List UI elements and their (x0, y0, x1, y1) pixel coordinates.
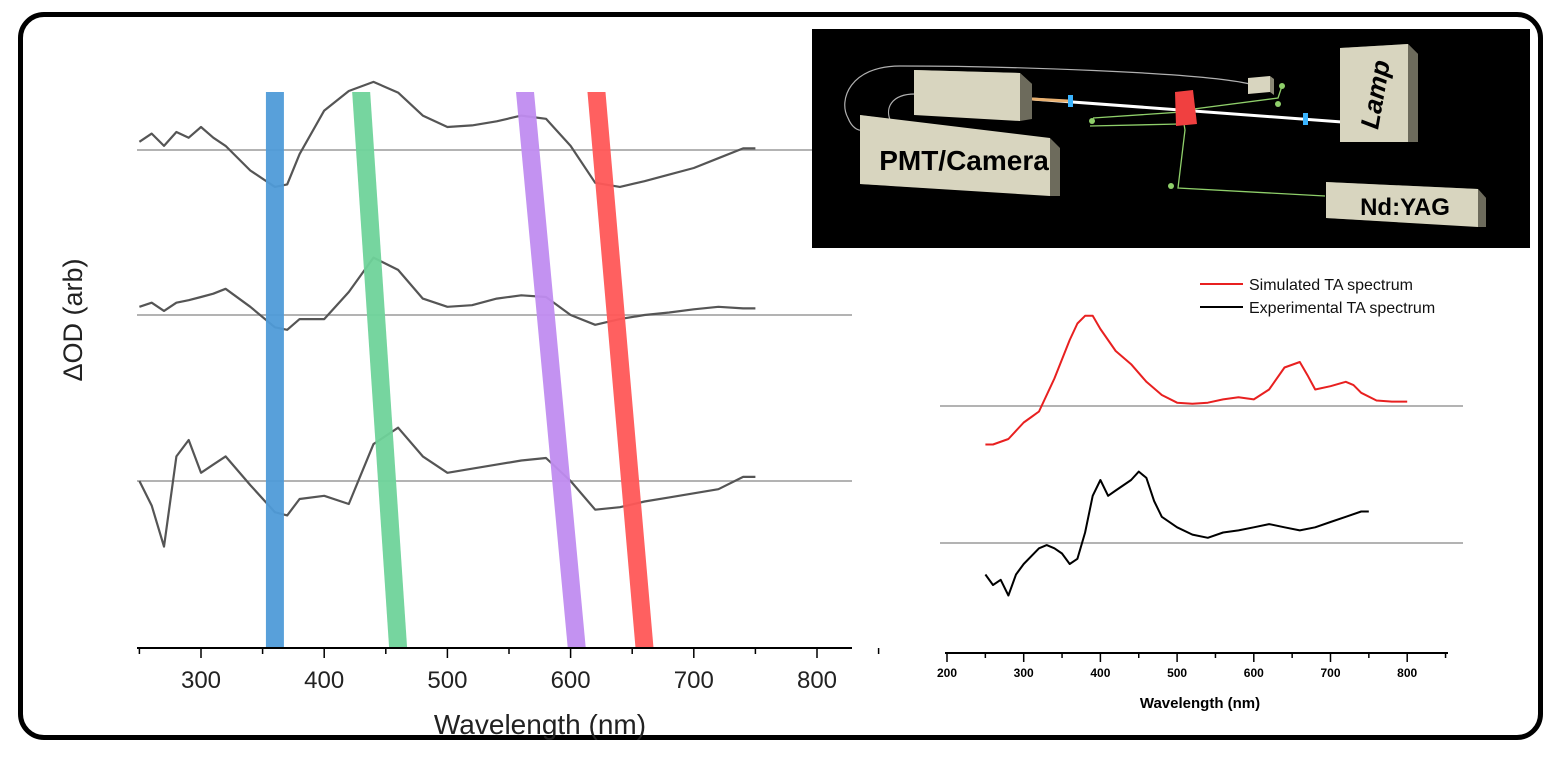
band-green-band (352, 92, 408, 648)
sample-cuvette (1175, 90, 1197, 126)
laser-path-2 (1089, 123, 1181, 127)
right-xlabel: Wavelength (nm) (1140, 695, 1260, 712)
left-trace-1 (138, 80, 756, 188)
fiber-cable (844, 65, 1251, 131)
right-tick-label-500: 500 (1167, 666, 1187, 680)
mirror-4 (1168, 183, 1174, 189)
exp-trace (984, 470, 1369, 597)
band-blue-band (265, 92, 284, 648)
left-tick-label-800: 800 (797, 667, 837, 694)
left-bands (265, 92, 654, 648)
probe-beam-entry (1031, 97, 1069, 103)
right-tick-label-400: 400 (1090, 666, 1110, 680)
lamp-box (1340, 44, 1408, 142)
left-tick-label-400: 400 (304, 667, 344, 694)
right-tick-label-200: 200 (937, 666, 957, 680)
left-trace-3 (138, 426, 756, 548)
mirror-1 (1279, 83, 1285, 89)
left-ylabel: ΔOD (arb) (58, 258, 88, 381)
filter-marker-2 (1303, 113, 1308, 125)
right-chart: 200 300 400 500 600 700 800 Wavelength (nm) Si… (937, 277, 1463, 712)
right-tick-label-600: 600 (1244, 666, 1264, 680)
left-x-ticks: 300 400 500 600 700 800 (138, 648, 880, 694)
right-tick-label-700: 700 (1320, 666, 1340, 680)
right-traces (984, 314, 1408, 597)
pmt-camera-box (860, 115, 1050, 196)
filter-marker-1 (1068, 95, 1073, 107)
legend: Simulated TA spectrum Experimental TA sp… (1200, 277, 1435, 317)
left-chart: 300 400 500 600 700 800 Wavelength (nm) ΔOD (… (58, 80, 880, 740)
left-trace-2 (139, 256, 756, 331)
pmt-camera-label: PMT/Camera (879, 145, 1049, 176)
right-x-ticks: 200 300 400 500 600 700 800 (937, 653, 1447, 680)
legend-exp-label: Experimental TA spectrum (1249, 300, 1435, 317)
mirror-2 (1275, 101, 1281, 107)
left-xlabel: Wavelength (nm) (434, 709, 646, 740)
left-tick-label-300: 300 (181, 667, 221, 694)
laser-path-3 (1185, 85, 1283, 111)
mirror-3 (1089, 118, 1095, 124)
right-tick-label-300: 300 (1014, 666, 1034, 680)
left-tick-label-600: 600 (551, 667, 591, 694)
upper-detector-box (914, 70, 1020, 121)
right-tick-label-800: 800 (1397, 666, 1417, 680)
left-traces (138, 80, 756, 548)
ndyag-label: Nd:YAG (1360, 194, 1450, 221)
sim-trace (985, 314, 1408, 446)
legend-sim-label: Simulated TA spectrum (1249, 277, 1413, 294)
band-red-band (587, 92, 654, 648)
laser-path (1092, 111, 1326, 197)
band-purple-band (516, 92, 586, 648)
left-tick-label-500: 500 (427, 667, 467, 694)
small-box (1248, 76, 1270, 94)
left-tick-label-700: 700 (674, 667, 714, 694)
setup-diagram: PMT/Camera Lamp Nd:YAG (812, 29, 1530, 248)
ndyag-box (1326, 182, 1478, 227)
left-baselines (137, 149, 852, 482)
